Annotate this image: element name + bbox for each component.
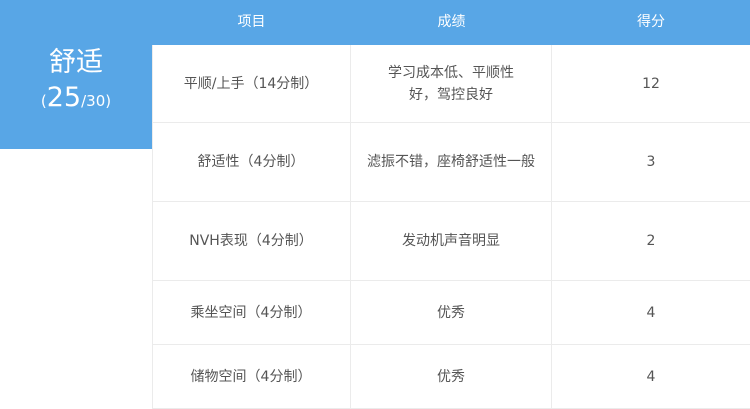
cell-item: 储物空间（4分制） [152, 345, 351, 408]
cell-score: 4 [646, 368, 656, 385]
cell-item: 舒适性（4分制） [152, 123, 351, 201]
header-score: 得分 [637, 14, 665, 30]
score-table: 平顺/上手（14分制） 学习成本低、平顺性 好，驾控良好 12 舒适性（4分制）… [152, 45, 750, 409]
cell-item: NVH表现（4分制） [152, 202, 351, 280]
table-row: 平顺/上手（14分制） 学习成本低、平顺性 好，驾控良好 12 [152, 45, 750, 123]
cell-result: 优秀 [351, 345, 552, 408]
cell-item: 平顺/上手（14分制） [152, 45, 351, 122]
cell-result: 学习成本低、平顺性 好，驾控良好 [351, 45, 552, 122]
category-title: 舒适 [49, 47, 103, 78]
table-row: 储物空间（4分制） 优秀 4 [152, 345, 750, 409]
cell-result: 优秀 [351, 281, 552, 344]
cell-result: 发动机声音明显 [351, 202, 552, 280]
divider [152, 45, 153, 409]
cell-score: 12 [642, 75, 660, 92]
cell-score: 2 [646, 233, 656, 249]
header-item: 项目 [237, 14, 266, 30]
table-row: 乘坐空间（4分制） 优秀 4 [152, 281, 750, 345]
category-block: 舒适 (25/30) [0, 0, 152, 149]
cell-score: 3 [646, 154, 656, 170]
table-row: 舒适性（4分制） 滤振不错，座椅舒适性一般 3 [152, 123, 750, 202]
cell-result: 滤振不错，座椅舒适性一般 [351, 123, 552, 201]
cell-score: 4 [646, 304, 656, 321]
header-result: 成绩 [437, 14, 466, 30]
table-row: NVH表现（4分制） 发动机声音明显 2 [152, 202, 750, 281]
cell-item: 乘坐空间（4分制） [152, 281, 351, 344]
category-score: (25/30) [40, 82, 112, 113]
